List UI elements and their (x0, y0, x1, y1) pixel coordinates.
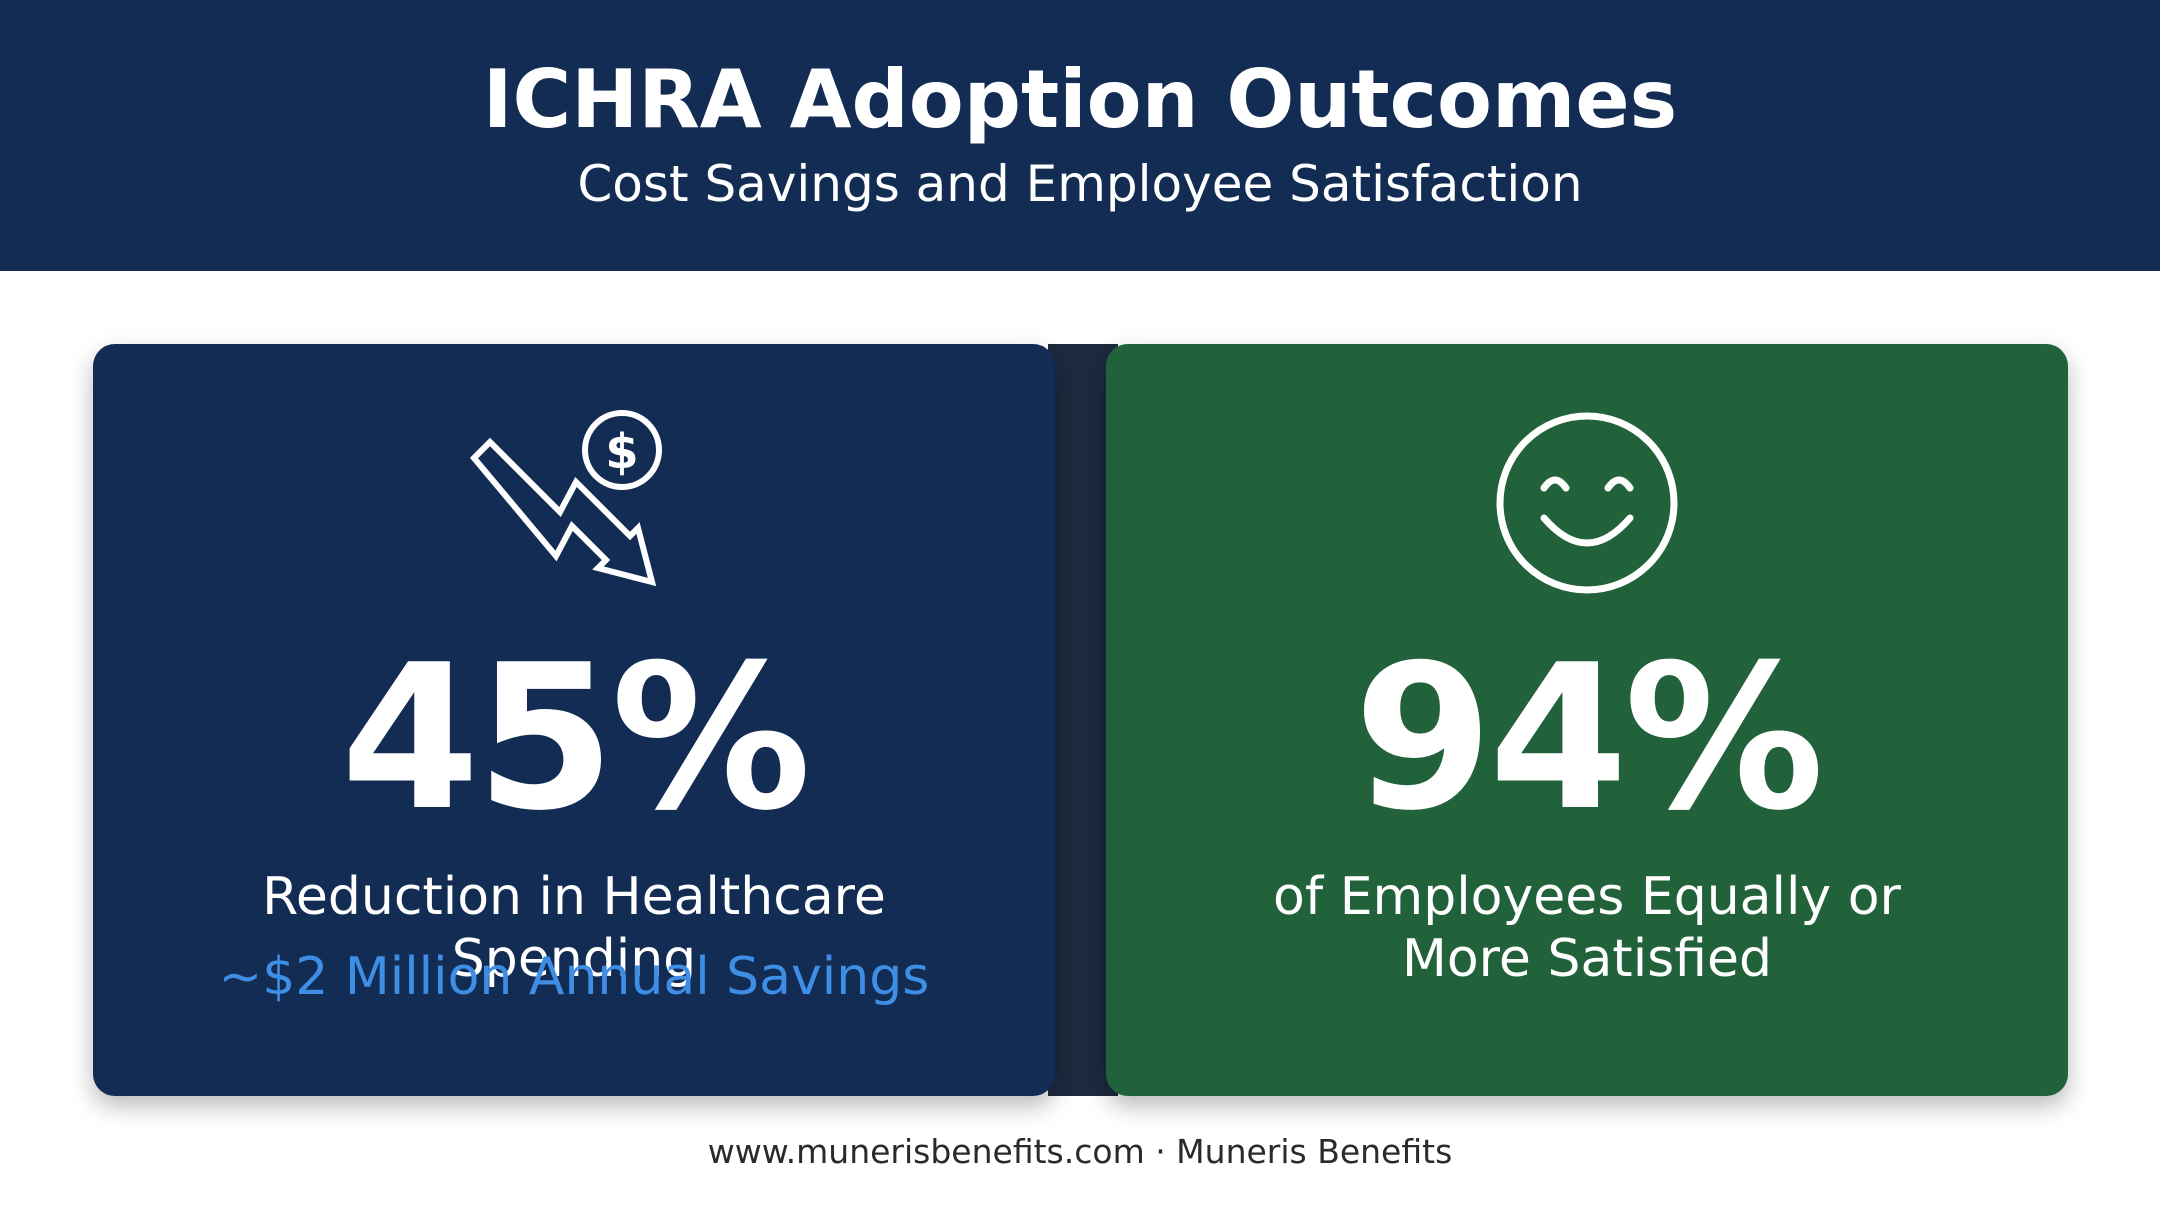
satisfaction-card: 94% of Employees Equally or More Satisfi… (1106, 344, 2068, 1096)
header-banner: ICHRA Adoption Outcomes Cost Savings and… (0, 0, 2160, 271)
page-subtitle: Cost Savings and Employee Satisfaction (577, 155, 1583, 213)
satisfaction-stat: 94% (1353, 622, 1825, 855)
footer-credit: www.munerisbenefits.com · Muneris Benefi… (707, 1132, 1453, 1171)
savings-card: $ 45% Reduction in Healthcare Spending ~… (93, 344, 1055, 1096)
smiley-face-icon (1106, 408, 2068, 598)
page-title: ICHRA Adoption Outcomes (482, 53, 1678, 146)
satisfaction-label-line1: of Employees Equally or (1273, 867, 1901, 927)
savings-label: Reduction in Healthcare Spending (262, 867, 886, 989)
savings-stat: 45% (340, 622, 812, 855)
dollar-downtrend-icon: $ (93, 408, 1055, 598)
satisfaction-label-line2: More Satisfied (1402, 929, 1772, 989)
satisfaction-label: of Employees Equally or More Satisfied (1146, 866, 2028, 990)
svg-text:$: $ (605, 424, 638, 480)
savings-amount: ~$2 Million Annual Savings (218, 947, 930, 1007)
